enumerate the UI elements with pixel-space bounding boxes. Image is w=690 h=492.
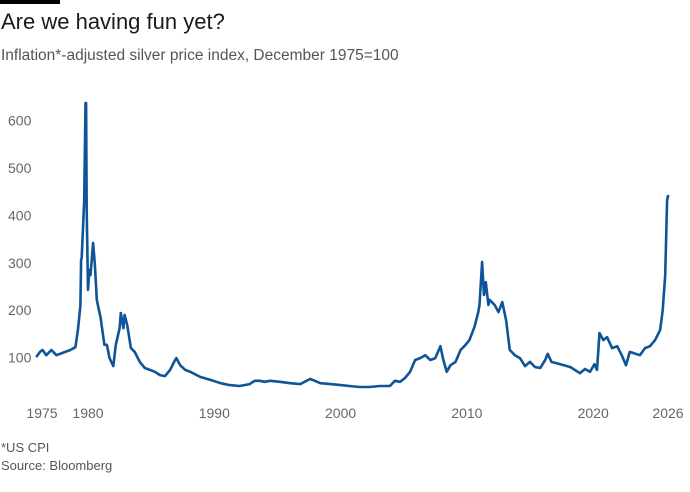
x-tick-label: 2010 (451, 405, 482, 421)
x-tick-label: 1990 (199, 405, 230, 421)
x-tick-label: 2020 (578, 405, 609, 421)
y-tick-label: 100 (8, 350, 32, 366)
chart-subtitle: Inflation*-adjusted silver price index, … (1, 47, 399, 64)
y-tick-label: 300 (8, 255, 32, 271)
source: Source: Bloomberg (1, 458, 113, 473)
y-tick-label: 200 (8, 302, 32, 318)
y-tick-label: 400 (8, 207, 32, 223)
x-tick-label: 2000 (325, 405, 356, 421)
footnote: *US CPI (1, 440, 50, 455)
y-axis: 100 200 300 400 500 600 (8, 113, 32, 366)
x-axis: 1975 1980 1990 2000 2010 2020 2026 (26, 405, 683, 421)
x-tick-label: 1975 (26, 405, 57, 421)
series-line-silver-index (35, 101, 670, 389)
chart-title: Are we having fun yet? (1, 9, 225, 34)
y-tick-label: 500 (8, 160, 32, 176)
x-tick-label: 1980 (72, 405, 103, 421)
x-tick-label: 2026 (652, 405, 683, 421)
y-tick-label: 600 (8, 113, 32, 129)
brand-bar (0, 0, 60, 4)
